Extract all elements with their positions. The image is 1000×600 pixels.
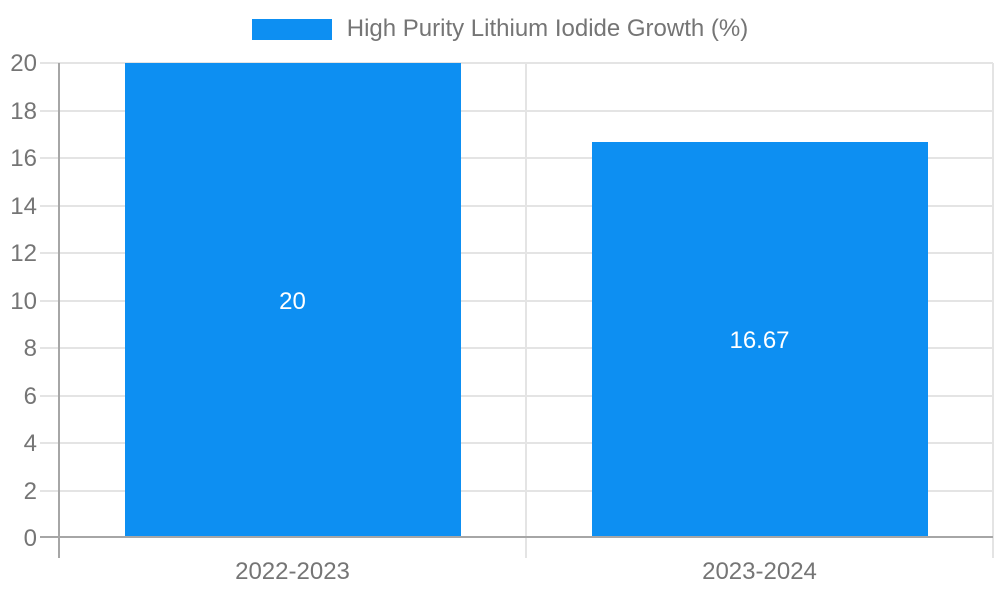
gridline-vertical	[992, 63, 994, 558]
y-axis-tick-mark	[40, 62, 59, 64]
y-axis-tick-mark	[40, 394, 59, 397]
y-axis-tick-mark	[40, 347, 59, 349]
y-axis-tick-mark	[40, 489, 59, 492]
bar[interactable]	[591, 142, 928, 538]
legend-label: High Purity Lithium Iodide Growth (%)	[346, 15, 749, 42]
y-axis-tick-label: 14	[10, 192, 37, 220]
legend[interactable]: High Purity Lithium Iodide Growth (%)	[0, 16, 1000, 42]
y-axis-line	[58, 63, 60, 558]
y-axis-tick-label: 12	[10, 240, 37, 267]
legend-swatch	[251, 18, 332, 40]
y-axis-tick-mark	[40, 299, 59, 302]
x-axis-tick-label: 2023-2024	[702, 558, 817, 585]
bar[interactable]	[124, 63, 461, 538]
y-axis-tick-mark	[40, 157, 59, 159]
y-axis-tick-label: 2	[23, 477, 37, 505]
x-axis-line	[40, 536, 993, 538]
x-axis-tick-label: 2022-2023	[235, 558, 350, 585]
bar-value-label: 20	[279, 287, 306, 315]
y-axis-tick-label: 4	[23, 430, 37, 457]
y-axis-tick-label: 16	[10, 145, 37, 172]
y-axis-tick-mark	[40, 109, 59, 112]
y-axis-tick-label: 20	[10, 50, 37, 77]
y-axis-tick-label: 18	[10, 97, 37, 125]
y-axis-tick-mark	[40, 204, 59, 207]
y-axis-tick-mark	[40, 252, 59, 254]
y-axis-tick-label: 6	[23, 382, 37, 410]
gridline-vertical	[525, 63, 527, 558]
plot-area: 0 2 4 6 8 10 12 14 16 18 20 20 2022-2023 16.67 2023-20…	[10, 51, 994, 585]
y-axis-tick-mark	[40, 442, 59, 444]
bar-value-label: 16.67	[729, 327, 790, 355]
y-axis-tick-label: 8	[23, 335, 37, 362]
y-axis-tick-label: 0	[23, 525, 37, 552]
y-axis-tick-label: 10	[10, 287, 37, 315]
